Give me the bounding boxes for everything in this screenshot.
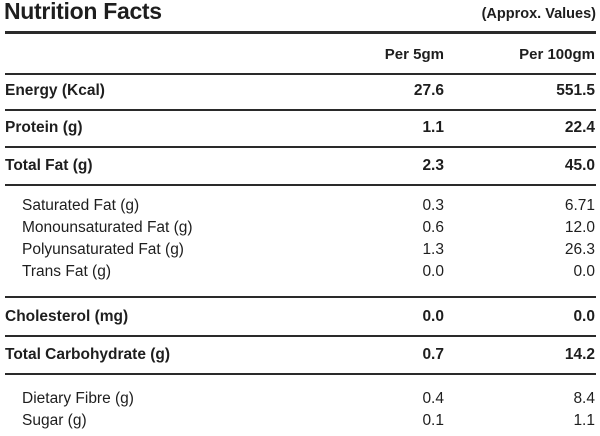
nutrient-row-monounsaturated-fat: Monounsaturated Fat (g) 0.6 12.0 (0, 217, 600, 239)
row-divider (5, 109, 596, 111)
row-divider (5, 146, 596, 148)
value-per-100gm: 551.5 (556, 82, 595, 99)
value-per-100gm: 22.4 (564, 119, 595, 136)
row-divider (5, 373, 596, 375)
value-per-5gm: 0.0 (422, 263, 444, 280)
value-per-5gm: 0.1 (422, 412, 444, 429)
value-per-5gm: 0.3 (422, 197, 444, 214)
nutrient-label: Total Carbohydrate (g) (5, 346, 171, 363)
row-divider (5, 335, 596, 337)
row-divider (5, 296, 596, 298)
value-per-100gm: 0.0 (573, 263, 595, 280)
value-per-100gm: 12.0 (564, 219, 595, 236)
nutrition-title: Nutrition Facts (4, 0, 162, 24)
value-per-5gm: 0.0 (422, 308, 444, 325)
nutrient-label: Saturated Fat (g) (22, 197, 140, 214)
value-per-5gm: 27.6 (413, 82, 444, 99)
header-divider (5, 31, 596, 34)
nutrient-label: Dietary Fibre (g) (22, 390, 134, 407)
nutrient-row-total-carbohydrate: Total Carbohydrate (g) 0.7 14.2 (0, 344, 600, 366)
approx-values-note: (Approx. Values) (481, 6, 596, 22)
nutrient-row-energy: Energy (Kcal) 27.6 551.5 (0, 80, 600, 102)
nutrient-row-dietary-fibre: Dietary Fibre (g) 0.4 8.4 (0, 388, 600, 410)
nutrient-label: Polyunsaturated Fat (g) (22, 241, 184, 258)
nutrient-label: Monounsaturated Fat (g) (22, 219, 193, 236)
column-header-per-5gm: Per 5gm (384, 46, 444, 63)
nutrient-row-polyunsaturated-fat: Polyunsaturated Fat (g) 1.3 26.3 (0, 239, 600, 261)
nutrient-label: Cholesterol (mg) (5, 308, 129, 325)
nutrient-row-total-fat: Total Fat (g) 2.3 45.0 (0, 155, 600, 177)
value-per-100gm: 26.3 (564, 241, 595, 258)
nutrient-label: Energy (Kcal) (5, 82, 105, 99)
value-per-100gm: 14.2 (564, 346, 595, 363)
nutrient-label: Sugar (g) (22, 412, 87, 429)
value-per-5gm: 0.4 (422, 390, 444, 407)
nutrient-row-cholesterol: Cholesterol (mg) 0.0 0.0 (0, 306, 600, 328)
row-divider (5, 73, 596, 75)
column-header-row: Per 5gm Per 100gm (0, 44, 600, 66)
nutrient-row-saturated-fat: Saturated Fat (g) 0.3 6.71 (0, 195, 600, 217)
value-per-100gm: 0.0 (573, 308, 595, 325)
nutrient-row-sugar: Sugar (g) 0.1 1.1 (0, 410, 600, 432)
column-header-per-100gm: Per 100gm (519, 46, 595, 63)
row-divider (5, 184, 596, 186)
nutrient-label: Protein (g) (5, 119, 83, 136)
value-per-5gm: 2.3 (422, 157, 444, 174)
value-per-5gm: 1.1 (422, 119, 444, 136)
nutrient-label: Total Fat (g) (5, 157, 93, 174)
value-per-5gm: 0.7 (422, 346, 444, 363)
value-per-100gm: 6.71 (564, 197, 595, 214)
nutrient-row-protein: Protein (g) 1.1 22.4 (0, 117, 600, 139)
value-per-100gm: 8.4 (573, 390, 595, 407)
value-per-5gm: 0.6 (422, 219, 444, 236)
value-per-5gm: 1.3 (422, 241, 444, 258)
value-per-100gm: 1.1 (573, 412, 595, 429)
nutrient-row-trans-fat: Trans Fat (g) 0.0 0.0 (0, 261, 600, 283)
nutrient-label: Trans Fat (g) (22, 263, 111, 280)
value-per-100gm: 45.0 (564, 157, 595, 174)
